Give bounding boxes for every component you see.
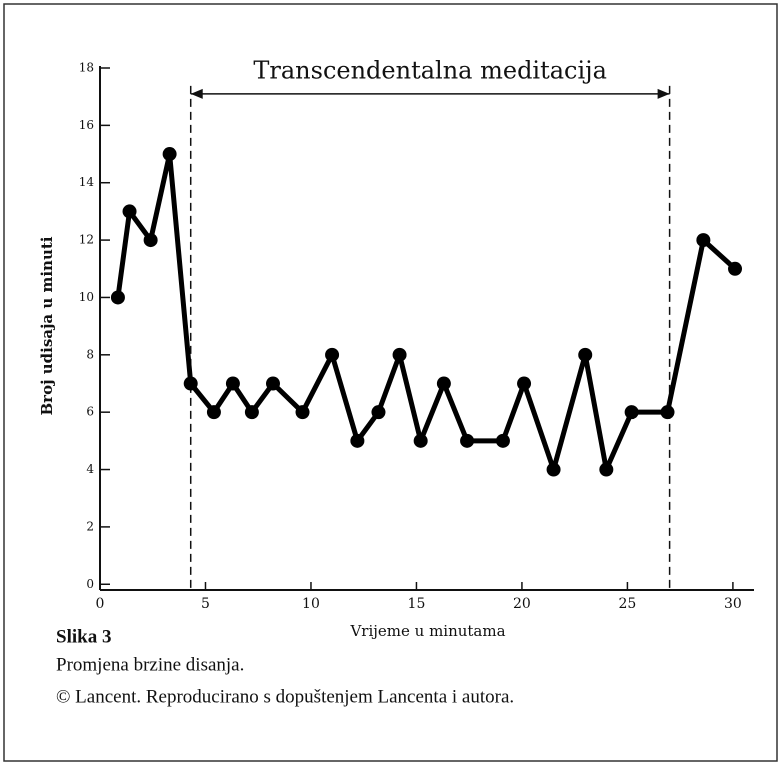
x-tick-label: 25 [619, 596, 637, 612]
data-point [392, 347, 407, 362]
x-tick-label: 20 [513, 596, 531, 612]
y-tick-label: 14 [79, 175, 95, 189]
caption-title: Slika 3 [56, 626, 111, 647]
data-point [460, 433, 475, 448]
y-tick-label: 8 [86, 347, 94, 361]
data-point [295, 405, 310, 420]
data-point [660, 405, 675, 420]
frame [3, 3, 778, 762]
caption-text: Promjena brzine disanja. [56, 654, 244, 675]
data-point [325, 347, 340, 362]
span-label: Transcendentalna meditacija [253, 56, 607, 84]
y-axis-label: Broj udisaja u minuti [38, 236, 56, 415]
data-point [371, 405, 386, 420]
x-axis-label: Vrijeme u minutama [349, 622, 505, 640]
data-point [183, 376, 198, 391]
x-tick-label: 10 [302, 596, 320, 612]
y-tick-label: 16 [79, 118, 94, 132]
data-point [436, 376, 451, 391]
data-point [599, 462, 614, 477]
data-point [350, 433, 365, 448]
data-point [546, 462, 561, 477]
y-tick-label: 4 [86, 462, 94, 476]
data-line [115, 151, 737, 473]
data-point [206, 405, 221, 420]
data-point [728, 261, 743, 276]
y-tick-label: 12 [79, 233, 94, 247]
y-tick-label: 2 [86, 519, 94, 533]
y-tick-label: 0 [86, 577, 94, 591]
data-point [265, 376, 280, 391]
y-tick-label: 6 [86, 405, 94, 419]
data-point [578, 347, 593, 362]
data-point [624, 405, 639, 420]
data-point [122, 204, 137, 219]
y-tick-label: 10 [79, 290, 94, 304]
x-tick-label: 0 [96, 596, 105, 612]
data-point [495, 433, 510, 448]
data-point [225, 376, 240, 391]
data-point [696, 233, 711, 248]
data-point [110, 290, 125, 305]
data-point [143, 233, 158, 248]
data-point [162, 147, 177, 162]
x-tick-label: 5 [201, 596, 210, 612]
data-point [244, 405, 259, 420]
x-tick-label: 30 [724, 596, 742, 612]
caption-credit: © Lancent. Reproducirano s dopuštenjem L… [56, 686, 514, 707]
x-tick-label: 15 [408, 596, 426, 612]
data-point [517, 376, 532, 391]
y-tick-label: 18 [79, 61, 94, 75]
data-point [413, 433, 428, 448]
